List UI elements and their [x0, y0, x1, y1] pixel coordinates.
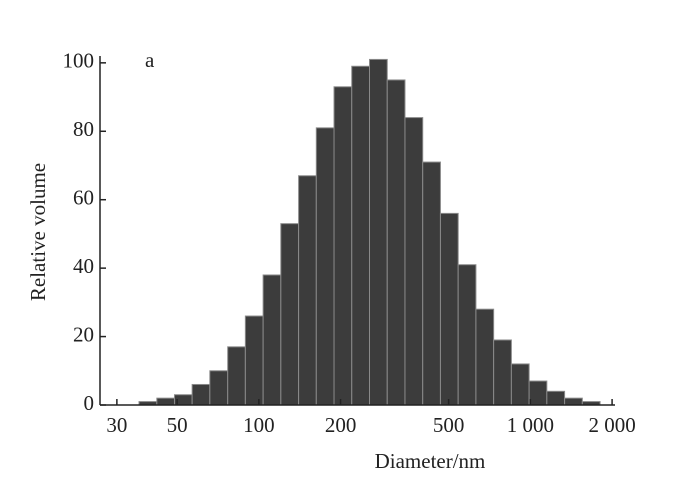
bar — [528, 380, 548, 406]
bar — [227, 346, 246, 406]
x-tick-label: 500 — [433, 413, 465, 437]
bar — [386, 79, 406, 406]
y-axis-title: Relative volume — [26, 163, 50, 301]
bar — [315, 127, 335, 406]
bar — [333, 86, 353, 406]
x-axis-title: Diameter/nm — [375, 449, 486, 473]
bar — [209, 370, 229, 406]
y-tick-label: 60 — [73, 186, 94, 210]
bar — [546, 390, 566, 406]
bar — [369, 58, 388, 406]
bar — [404, 117, 424, 406]
bar — [439, 212, 459, 406]
bar — [564, 397, 583, 406]
bar — [191, 383, 211, 406]
x-tick-label: 30 — [106, 413, 127, 437]
x-tick-label: 1 000 — [507, 413, 554, 437]
bar — [351, 65, 371, 406]
y-tick-label: 0 — [84, 391, 95, 415]
bar — [280, 223, 300, 406]
bar — [422, 161, 441, 406]
y-tick-label: 20 — [73, 322, 94, 346]
x-tick-label: 50 — [167, 413, 188, 437]
y-tick-label: 40 — [73, 254, 94, 278]
y-tick-label: 80 — [73, 117, 94, 141]
bar — [510, 363, 530, 406]
bar — [262, 274, 282, 406]
bar — [244, 315, 264, 406]
bar — [475, 308, 495, 406]
x-tick-label: 2 000 — [588, 413, 635, 437]
bar — [298, 175, 317, 406]
y-tick-label: 100 — [63, 49, 95, 73]
x-tick-label: 100 — [243, 413, 275, 437]
bar — [457, 264, 477, 406]
bar — [156, 397, 175, 406]
x-tick-label: 200 — [325, 413, 357, 437]
panel-label: a — [145, 48, 155, 72]
bar — [493, 339, 512, 406]
